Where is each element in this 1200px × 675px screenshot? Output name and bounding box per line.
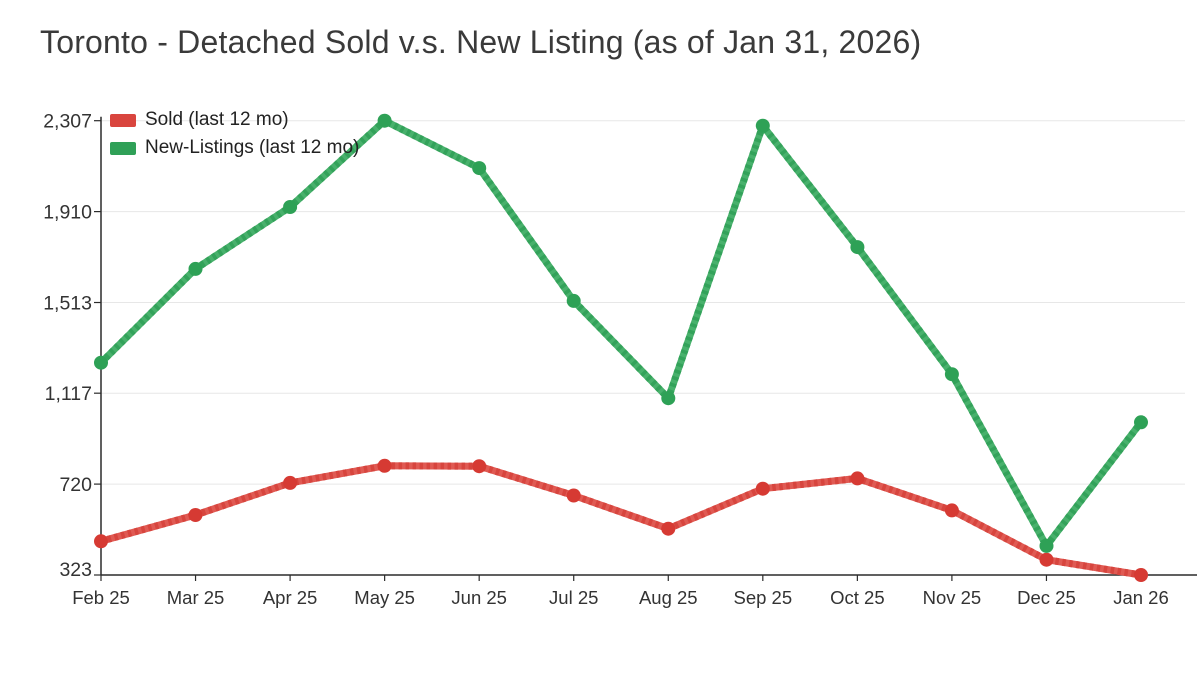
legend-label-new-listings: New-Listings (last 12 mo) <box>145 137 360 158</box>
series-marker-sold <box>850 471 865 486</box>
series-marker-sold <box>755 481 770 496</box>
x-tick-label: Sep 25 <box>733 587 792 608</box>
series-line-sold <box>97 462 1145 579</box>
x-tick-label: Oct 25 <box>830 587 885 608</box>
series-marker-new-listings <box>472 161 487 176</box>
x-tick-label: Nov 25 <box>923 587 982 608</box>
new-listings-series-swatch-icon <box>110 141 136 155</box>
series-marker-new-listings <box>566 293 581 308</box>
x-tick-label: Apr 25 <box>263 587 318 608</box>
series-marker-new-listings <box>661 391 676 406</box>
x-tick-label: Aug 25 <box>639 587 698 608</box>
legend-item-sold: Sold (last 12 mo) <box>110 106 359 134</box>
series-marker-sold <box>661 521 676 536</box>
series-marker-new-listings <box>283 200 298 214</box>
legend-item-new-listings: New-Listings (last 12 mo) <box>110 134 359 162</box>
x-tick-label: Jul 25 <box>549 587 598 608</box>
series-marker-sold <box>188 508 203 522</box>
series-marker-sold <box>283 475 298 490</box>
series-line-new-listings <box>97 117 1145 550</box>
series-marker-new-listings <box>1134 415 1148 430</box>
series-marker-new-listings <box>755 118 770 133</box>
series-marker-new-listings <box>377 113 392 128</box>
y-tick-label: 2,307 <box>43 111 92 133</box>
y-tick-label: 1,117 <box>45 383 92 405</box>
y-tick-label: 323 <box>59 559 92 581</box>
x-tick-label: May 25 <box>354 587 415 608</box>
series-marker-sold <box>944 503 959 518</box>
x-tick-label: Mar 25 <box>167 587 225 608</box>
chart-title: Toronto - Detached Sold v.s. New Listing… <box>40 24 922 60</box>
series-marker-sold <box>377 458 392 473</box>
x-tick-label: Jun 25 <box>451 587 507 608</box>
series-line-stripes-new-listings <box>98 117 1144 550</box>
y-tick-label: 1,910 <box>43 202 92 224</box>
series-marker-sold <box>94 534 108 549</box>
series-marker-sold <box>566 488 581 503</box>
series-marker-sold <box>472 459 487 474</box>
series-line-stripes-sold <box>100 462 1142 579</box>
series-marker-new-listings <box>1039 538 1054 553</box>
series-marker-new-listings <box>944 367 959 382</box>
chart-legend: Sold (last 12 mo) New-Listings (last 12 … <box>110 106 359 162</box>
series-marker-new-listings <box>188 261 203 276</box>
x-tick-label: Jan 26 <box>1113 587 1169 608</box>
series-marker-sold <box>1039 552 1054 567</box>
series-marker-new-listings <box>94 355 108 370</box>
y-tick-label: 720 <box>59 474 92 496</box>
series-marker-new-listings <box>850 240 865 255</box>
x-tick-label: Dec 25 <box>1017 587 1076 608</box>
y-tick-label: 1,513 <box>43 293 92 315</box>
x-tick-label: Feb 25 <box>72 587 130 608</box>
series-marker-sold <box>1134 568 1148 582</box>
legend-label-sold: Sold (last 12 mo) <box>145 109 289 130</box>
sold-series-swatch-icon <box>110 113 136 127</box>
